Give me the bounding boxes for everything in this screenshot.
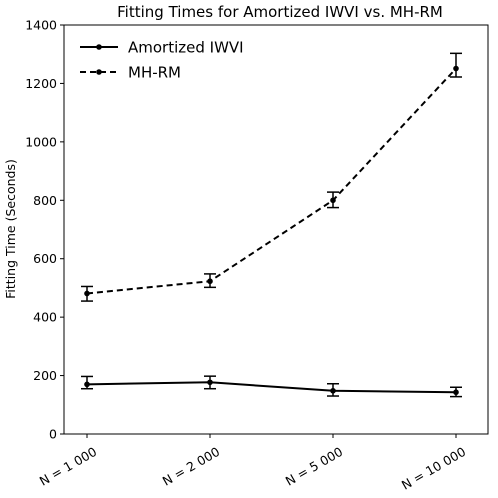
x-axis: N = 1 000 N = 2 000 N = 5 000 N = 10 000 (37, 434, 468, 493)
series-line (86, 381, 457, 394)
series-amortized-iwvi (81, 375, 462, 398)
y-tick-label: 0 (49, 427, 57, 442)
x-tick-label: N = 10 000 (399, 444, 468, 493)
data-point (330, 197, 336, 204)
y-tick-label: 800 (33, 193, 57, 208)
y-tick-label: 600 (33, 251, 57, 266)
x-tick-label: N = 2 000 (160, 444, 223, 489)
y-axis: 0 200 400 600 800 1000 1200 1400 (25, 18, 64, 442)
legend-label: Amortized IWVI (128, 39, 244, 57)
y-axis-label: Fitting Time (Seconds) (3, 159, 18, 299)
x-tick-label: N = 1 000 (37, 444, 100, 489)
legend-marker (96, 44, 102, 50)
series-mh-rm (81, 52, 462, 302)
legend-marker (96, 69, 102, 75)
data-point (453, 65, 459, 72)
chart-title: Fitting Times for Amortized IWVI vs. MH-… (117, 3, 443, 21)
y-tick-label: 1400 (25, 18, 57, 33)
legend-label: MH-RM (128, 64, 181, 82)
y-tick-label: 1200 (25, 76, 57, 91)
data-point (207, 379, 213, 386)
data-point (330, 387, 336, 394)
x-tick-label: N = 5 000 (283, 444, 346, 489)
series-line (86, 67, 457, 295)
y-tick-label: 200 (33, 368, 57, 383)
data-point (84, 381, 90, 388)
data-point (453, 389, 459, 396)
y-tick-label: 400 (33, 310, 57, 325)
data-point (84, 290, 90, 297)
plot-area (63, 24, 489, 435)
data-point (207, 278, 213, 285)
legend: Amortized IWVI MH-RM (80, 39, 244, 82)
series-layer (81, 52, 462, 398)
y-tick-label: 1000 (25, 134, 57, 149)
